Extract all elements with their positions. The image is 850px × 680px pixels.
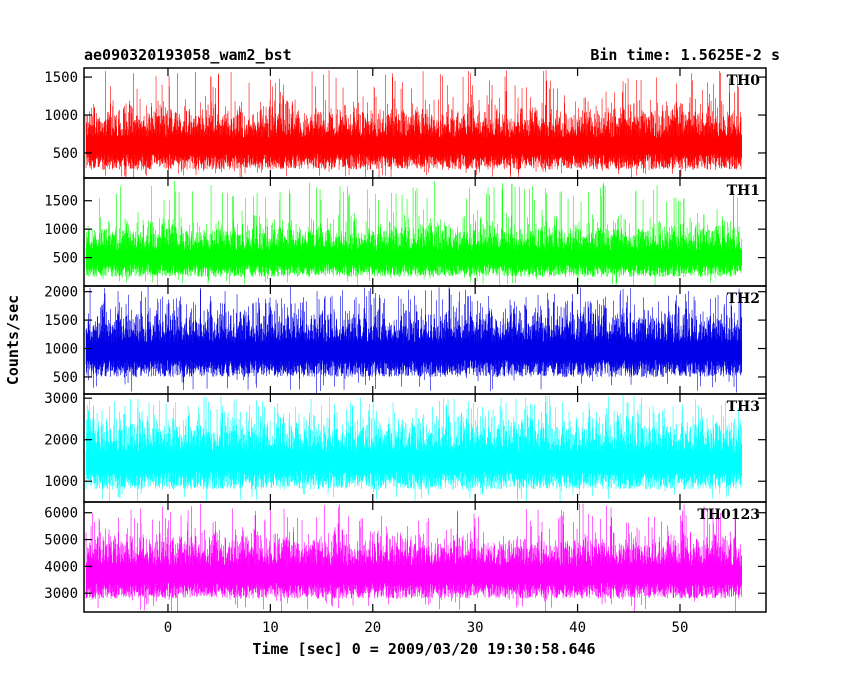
y-tick-label: 3000 bbox=[44, 586, 78, 602]
series-label-th3: TH3 bbox=[727, 399, 760, 415]
y-tick-label: 1500 bbox=[44, 313, 78, 329]
series-label-th2: TH2 bbox=[727, 291, 760, 307]
series-label-th0: TH0 bbox=[727, 73, 761, 89]
y-tick-label: 1500 bbox=[44, 70, 78, 86]
x-tick-label: 10 bbox=[262, 620, 279, 636]
y-tick-label: 500 bbox=[53, 146, 78, 162]
x-tick-label: 50 bbox=[672, 620, 689, 636]
series-label-th0123: TH0123 bbox=[697, 507, 760, 523]
x-tick-label: 40 bbox=[569, 620, 586, 636]
panel-th3: 1000 2000 3000 TH3 bbox=[44, 391, 767, 503]
y-tick-label: 500 bbox=[53, 370, 78, 386]
chart-title-left: ae090320193058_wam2_bst bbox=[84, 46, 292, 64]
panel-th0123: 3000 4000 5000 6000 TH0123 bbox=[44, 501, 767, 613]
series-line-th0123 bbox=[85, 503, 743, 612]
x-axis-label: Time [sec] 0 = 2009/03/20 19:30:58.646 bbox=[252, 640, 595, 658]
x-tick-label: 20 bbox=[364, 620, 381, 636]
y-tick-label: 1000 bbox=[44, 108, 78, 124]
series-line-th3 bbox=[85, 395, 743, 502]
y-tick-label: 500 bbox=[53, 251, 78, 267]
series-line-th2 bbox=[85, 286, 743, 394]
y-tick-label: 1000 bbox=[44, 342, 78, 358]
series-line-th1 bbox=[85, 181, 743, 286]
panel-th0: 500 1000 1500 TH0 bbox=[44, 67, 767, 179]
series-label-th1: TH1 bbox=[727, 183, 760, 199]
series-line-th0 bbox=[85, 69, 743, 178]
y-tick-label: 1000 bbox=[44, 474, 78, 490]
x-tick-label: 30 bbox=[467, 620, 484, 636]
y-axis-label: Counts/sec bbox=[4, 295, 22, 385]
y-tick-label: 3000 bbox=[44, 391, 78, 407]
panel-th1: 500 1000 1500 TH1 bbox=[44, 177, 767, 287]
y-tick-label: 2000 bbox=[44, 285, 78, 301]
chart-title-right: Bin time: 1.5625E-2 s bbox=[590, 46, 780, 64]
x-tick-label: 0 bbox=[164, 620, 172, 636]
y-tick-label: 6000 bbox=[44, 506, 78, 522]
y-tick-label: 1000 bbox=[44, 222, 78, 238]
panel-frame bbox=[83, 501, 767, 613]
y-tick-label: 1500 bbox=[44, 194, 78, 210]
panel-th2: 500 1000 1500 2000 TH2 bbox=[44, 285, 767, 395]
y-tick-label: 5000 bbox=[44, 533, 78, 549]
y-tick-label: 2000 bbox=[44, 433, 78, 449]
y-tick-label: 4000 bbox=[44, 559, 78, 575]
